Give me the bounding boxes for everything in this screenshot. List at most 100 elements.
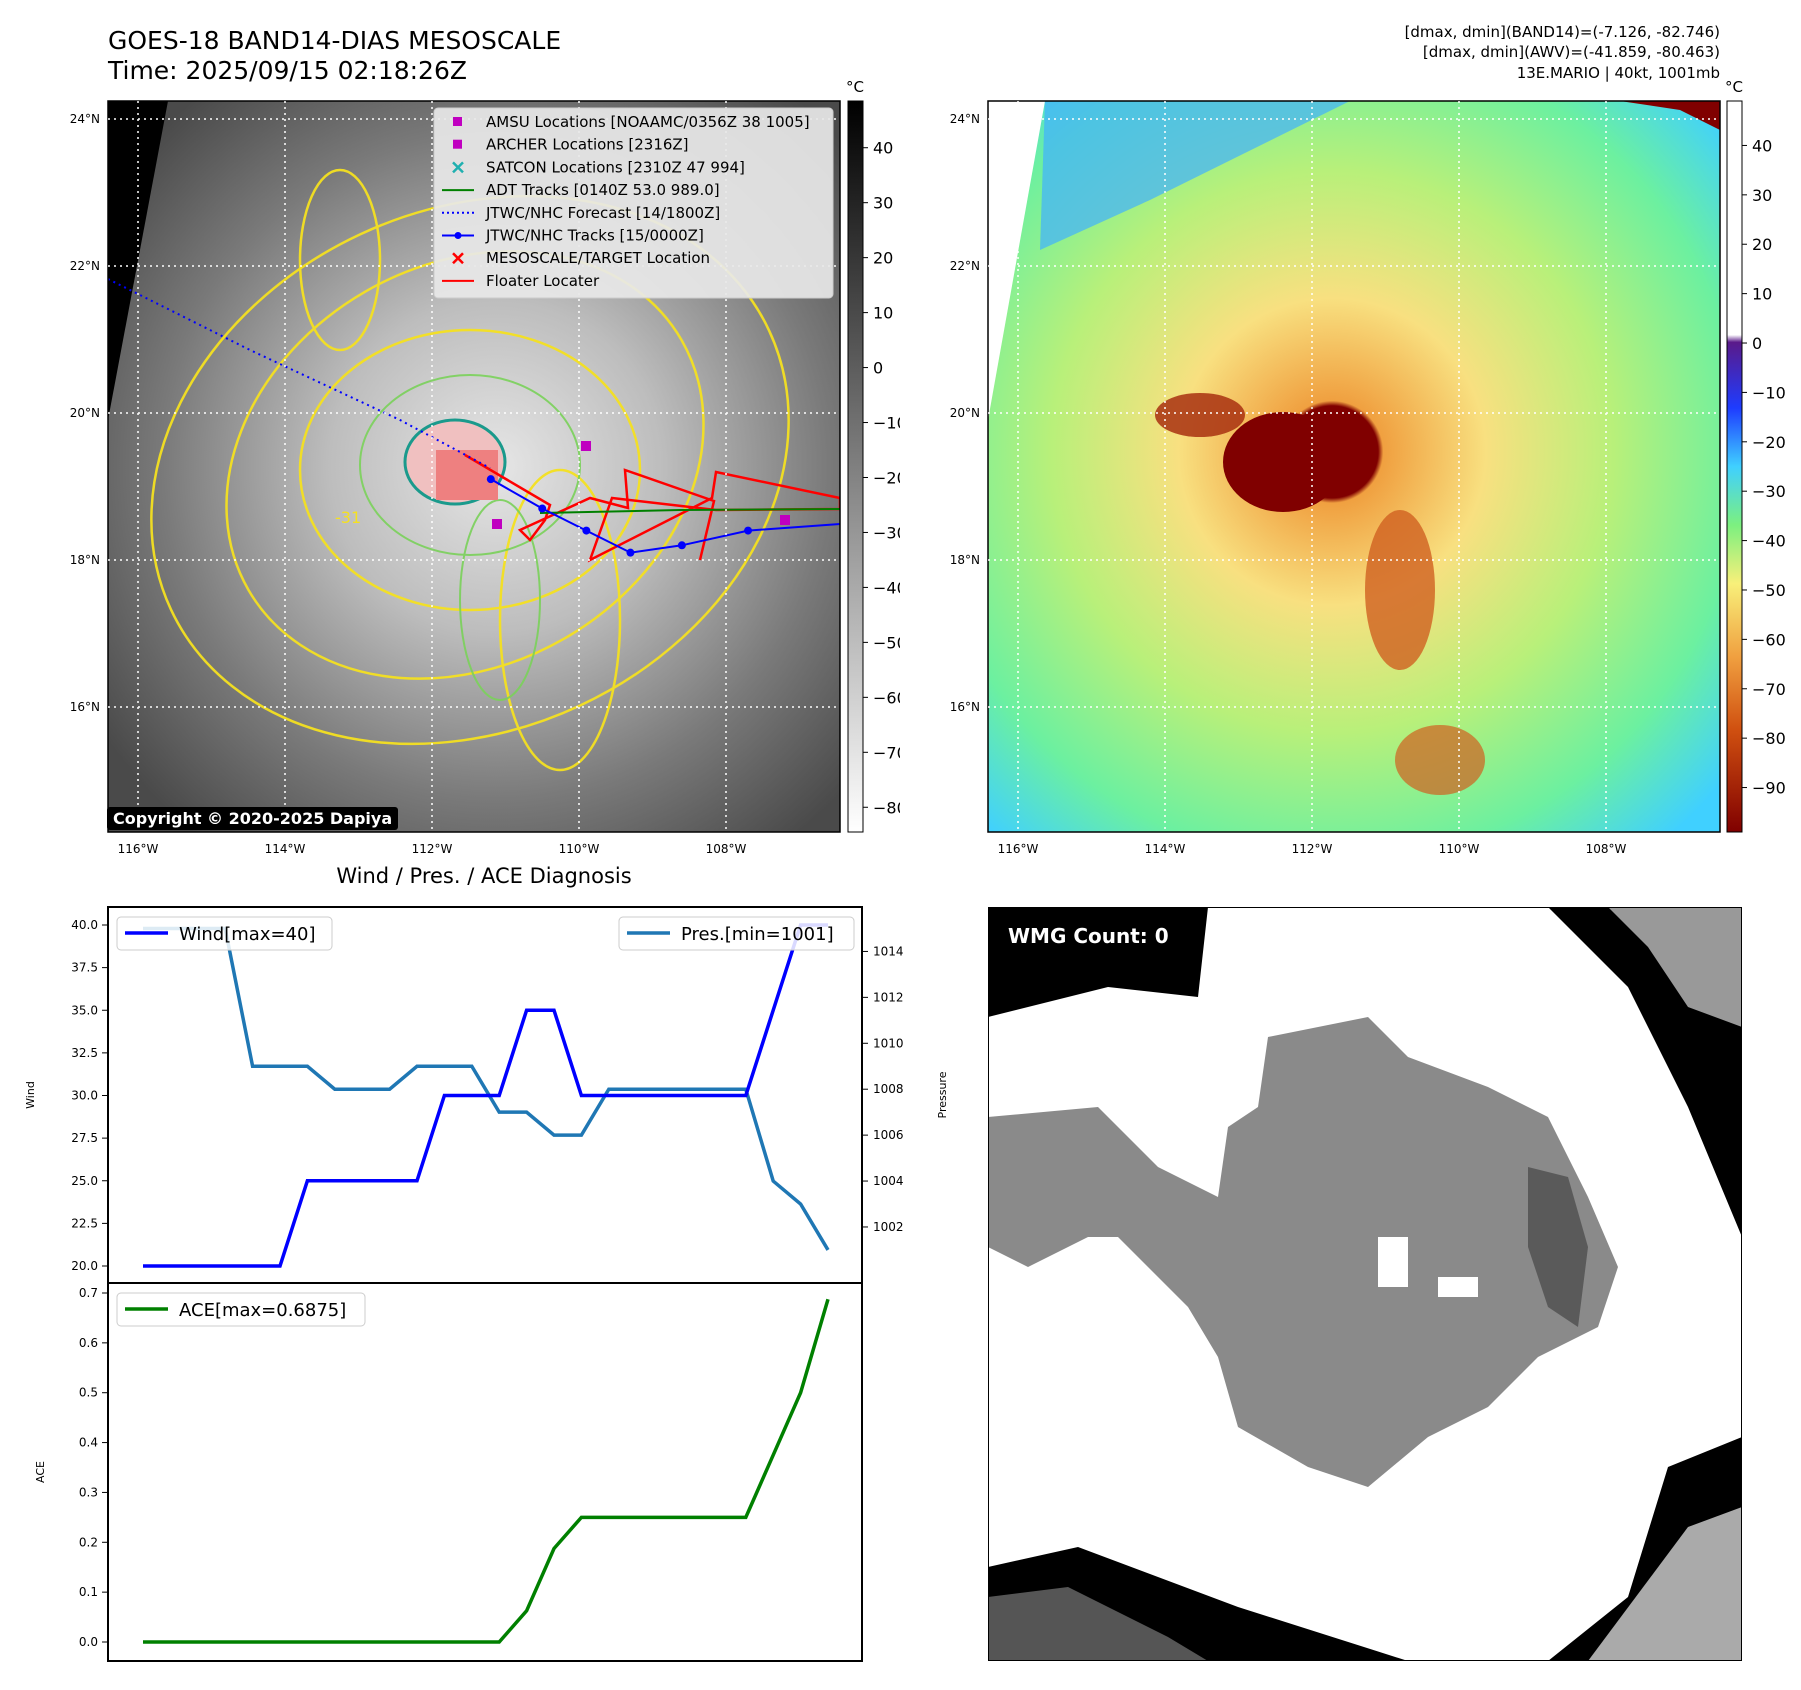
awv-image (988, 101, 1720, 832)
figure-title: GOES-18 BAND14-DIAS MESOSCALE (108, 26, 562, 55)
archer-marker-2 (780, 515, 790, 525)
ace-tick-label: 0.3 (79, 1485, 98, 1499)
storm-info: 13E.MARIO | 40kt, 1001mb (1516, 64, 1720, 82)
lat-tick-label: 16°N (70, 700, 100, 714)
wind-tick-label: 27.5 (71, 1131, 98, 1145)
lat-tick-label: 22°N (70, 259, 100, 273)
ir-colorbar-unit: °C (846, 78, 864, 96)
pressure-tick-label: 1012 (873, 990, 904, 1004)
amsu-marker (581, 441, 591, 451)
colorbar-tick-label: −60 (1752, 630, 1786, 649)
colorbar-tick-label: 40 (1752, 136, 1772, 155)
colorbar-tick-label: −40 (873, 578, 900, 597)
wind-tick-label: 35.0 (71, 1003, 98, 1017)
lon-tick-label: 110°W (559, 842, 600, 856)
legend-label: SATCON Locations [2310Z 47 994] (486, 158, 745, 176)
wind-tick-label: 30.0 (71, 1089, 98, 1103)
colorbar-tick-label: −50 (873, 633, 900, 652)
ace-tick-label: 0.1 (79, 1585, 98, 1599)
colorbar-tick-label: −10 (873, 414, 900, 433)
colorbar-tick-label: −20 (873, 468, 900, 487)
ace-tick-label: 0.5 (79, 1386, 98, 1400)
lat-tick-label: 22°N (950, 259, 980, 273)
pressure-axis-label: Pressure (936, 1071, 949, 1118)
lat-tick-label: 18°N (950, 553, 980, 567)
lon-tick-label: 116°W (998, 842, 1039, 856)
lon-tick-label: 108°W (1586, 842, 1627, 856)
ir-panel: -31 24°N 22°N 20°N 18°N 16°N 116°W 114°W 112°W… (70, 78, 900, 856)
legend-label: JTWC/NHC Forecast [14/1800Z] (485, 204, 720, 222)
ace-tick-label: 0.6 (79, 1336, 98, 1350)
wmg-panel (988, 907, 1742, 1661)
colorbar-tick-label: 10 (1752, 285, 1772, 304)
wind-tick-label: 37.5 (71, 961, 98, 975)
colorbar-tick-label: 30 (1752, 186, 1772, 205)
awv-panel: 24°N 22°N 20°N 18°N 16°N 116°W 114°W 112°W 110°… (950, 78, 1786, 856)
ace-tick-label: 0.2 (79, 1535, 98, 1549)
wind-tick-label: 40.0 (71, 918, 98, 932)
colorbar-tick-label: −70 (873, 743, 900, 762)
pres-legend-label: Pres.[min=1001] (681, 924, 834, 945)
lat-tick-label: 20°N (70, 406, 100, 420)
awv-gridlines (988, 101, 1720, 832)
track-point (486, 475, 495, 484)
colorbar-tick-label: −90 (1752, 779, 1786, 798)
colorbar-tick-label: −20 (1752, 433, 1786, 452)
colorbar-tick-label: −80 (1752, 729, 1786, 748)
colorbar-tick-label: −30 (873, 523, 900, 542)
colorbar-tick-label: 20 (1752, 235, 1772, 254)
pressure-tick-label: 1004 (873, 1174, 904, 1188)
awv-colorbar-unit: °C (1725, 78, 1743, 96)
wind-legend-box (116, 916, 333, 951)
wind-legend-label: Wind[max=40] (179, 924, 316, 945)
colorbar-tick-label: −10 (1752, 383, 1786, 402)
colorbar-tick-label: −70 (1752, 680, 1786, 699)
legend-label: MESOSCALE/TARGET Location (486, 249, 710, 267)
wind-axis-label: Wind (24, 1081, 37, 1109)
legend-label: ARCHER Locations [2316Z] (486, 136, 689, 154)
pressure-tick-label: 1010 (873, 1036, 904, 1050)
diag-title: Wind / Pres. / ACE Diagnosis (336, 864, 632, 888)
track-point (744, 526, 753, 535)
legend-label: JTWC/NHC Tracks [15/0000Z] (485, 227, 704, 245)
colorbar-tick-label: −60 (873, 688, 900, 707)
ace-axis-label: ACE (34, 1461, 47, 1483)
legend-marker (452, 252, 464, 265)
copyright-label: Copyright © 2020-2025 Dapiya (107, 807, 399, 830)
lon-tick-label: 112°W (1292, 842, 1333, 856)
colorbar-tick-label: 40 (873, 139, 893, 158)
awv-colorbar (1726, 100, 1743, 833)
colorbar-tick-label: −80 (873, 798, 900, 817)
pressure-series-line (143, 926, 830, 1251)
ace-tick-label: 0.7 (79, 1286, 98, 1300)
pressure-tick-label: 1008 (873, 1082, 904, 1096)
track-point (677, 541, 686, 550)
legend-label: Floater Locater (486, 272, 600, 290)
ace-legend-label: ACE[max=0.6875] (179, 1300, 346, 1321)
ace-tick-label: 0.4 (79, 1436, 98, 1450)
pres-legend-box (618, 916, 855, 951)
lat-tick-label: 16°N (950, 700, 980, 714)
colorbar-tick-label: 20 (873, 249, 893, 268)
lat-tick-label: 20°N (950, 406, 980, 420)
contour-label: -31 (335, 508, 361, 527)
ace-legend-box (116, 1292, 366, 1327)
colorbar-tick-label: −30 (1752, 482, 1786, 501)
ir-colorbar (847, 100, 864, 833)
legend-label: ADT Tracks [0140Z 53.0 989.0] (486, 181, 720, 199)
lon-tick-label: 108°W (706, 842, 747, 856)
ace-series-line (143, 1298, 830, 1644)
lat-tick-label: 24°N (950, 112, 980, 126)
legend-marker (453, 117, 462, 126)
ir-legend-box (433, 107, 834, 299)
dmax-awv: [dmax, dmin](AWV)=(-41.859, -80.463) (1422, 43, 1720, 61)
lon-tick-label: 114°W (1145, 842, 1186, 856)
colorbar-tick-label: 30 (873, 194, 893, 213)
pressure-tick-label: 1006 (873, 1128, 904, 1142)
colorbar-tick-label: 0 (873, 359, 883, 378)
dmax-band14: [dmax, dmin](BAND14)=(-7.126, -82.746) (1404, 23, 1720, 41)
lon-tick-label: 112°W (412, 842, 453, 856)
nhc-track-points (486, 475, 753, 557)
lat-tick-label: 24°N (70, 112, 100, 126)
wind-tick-label: 32.5 (71, 1046, 98, 1060)
